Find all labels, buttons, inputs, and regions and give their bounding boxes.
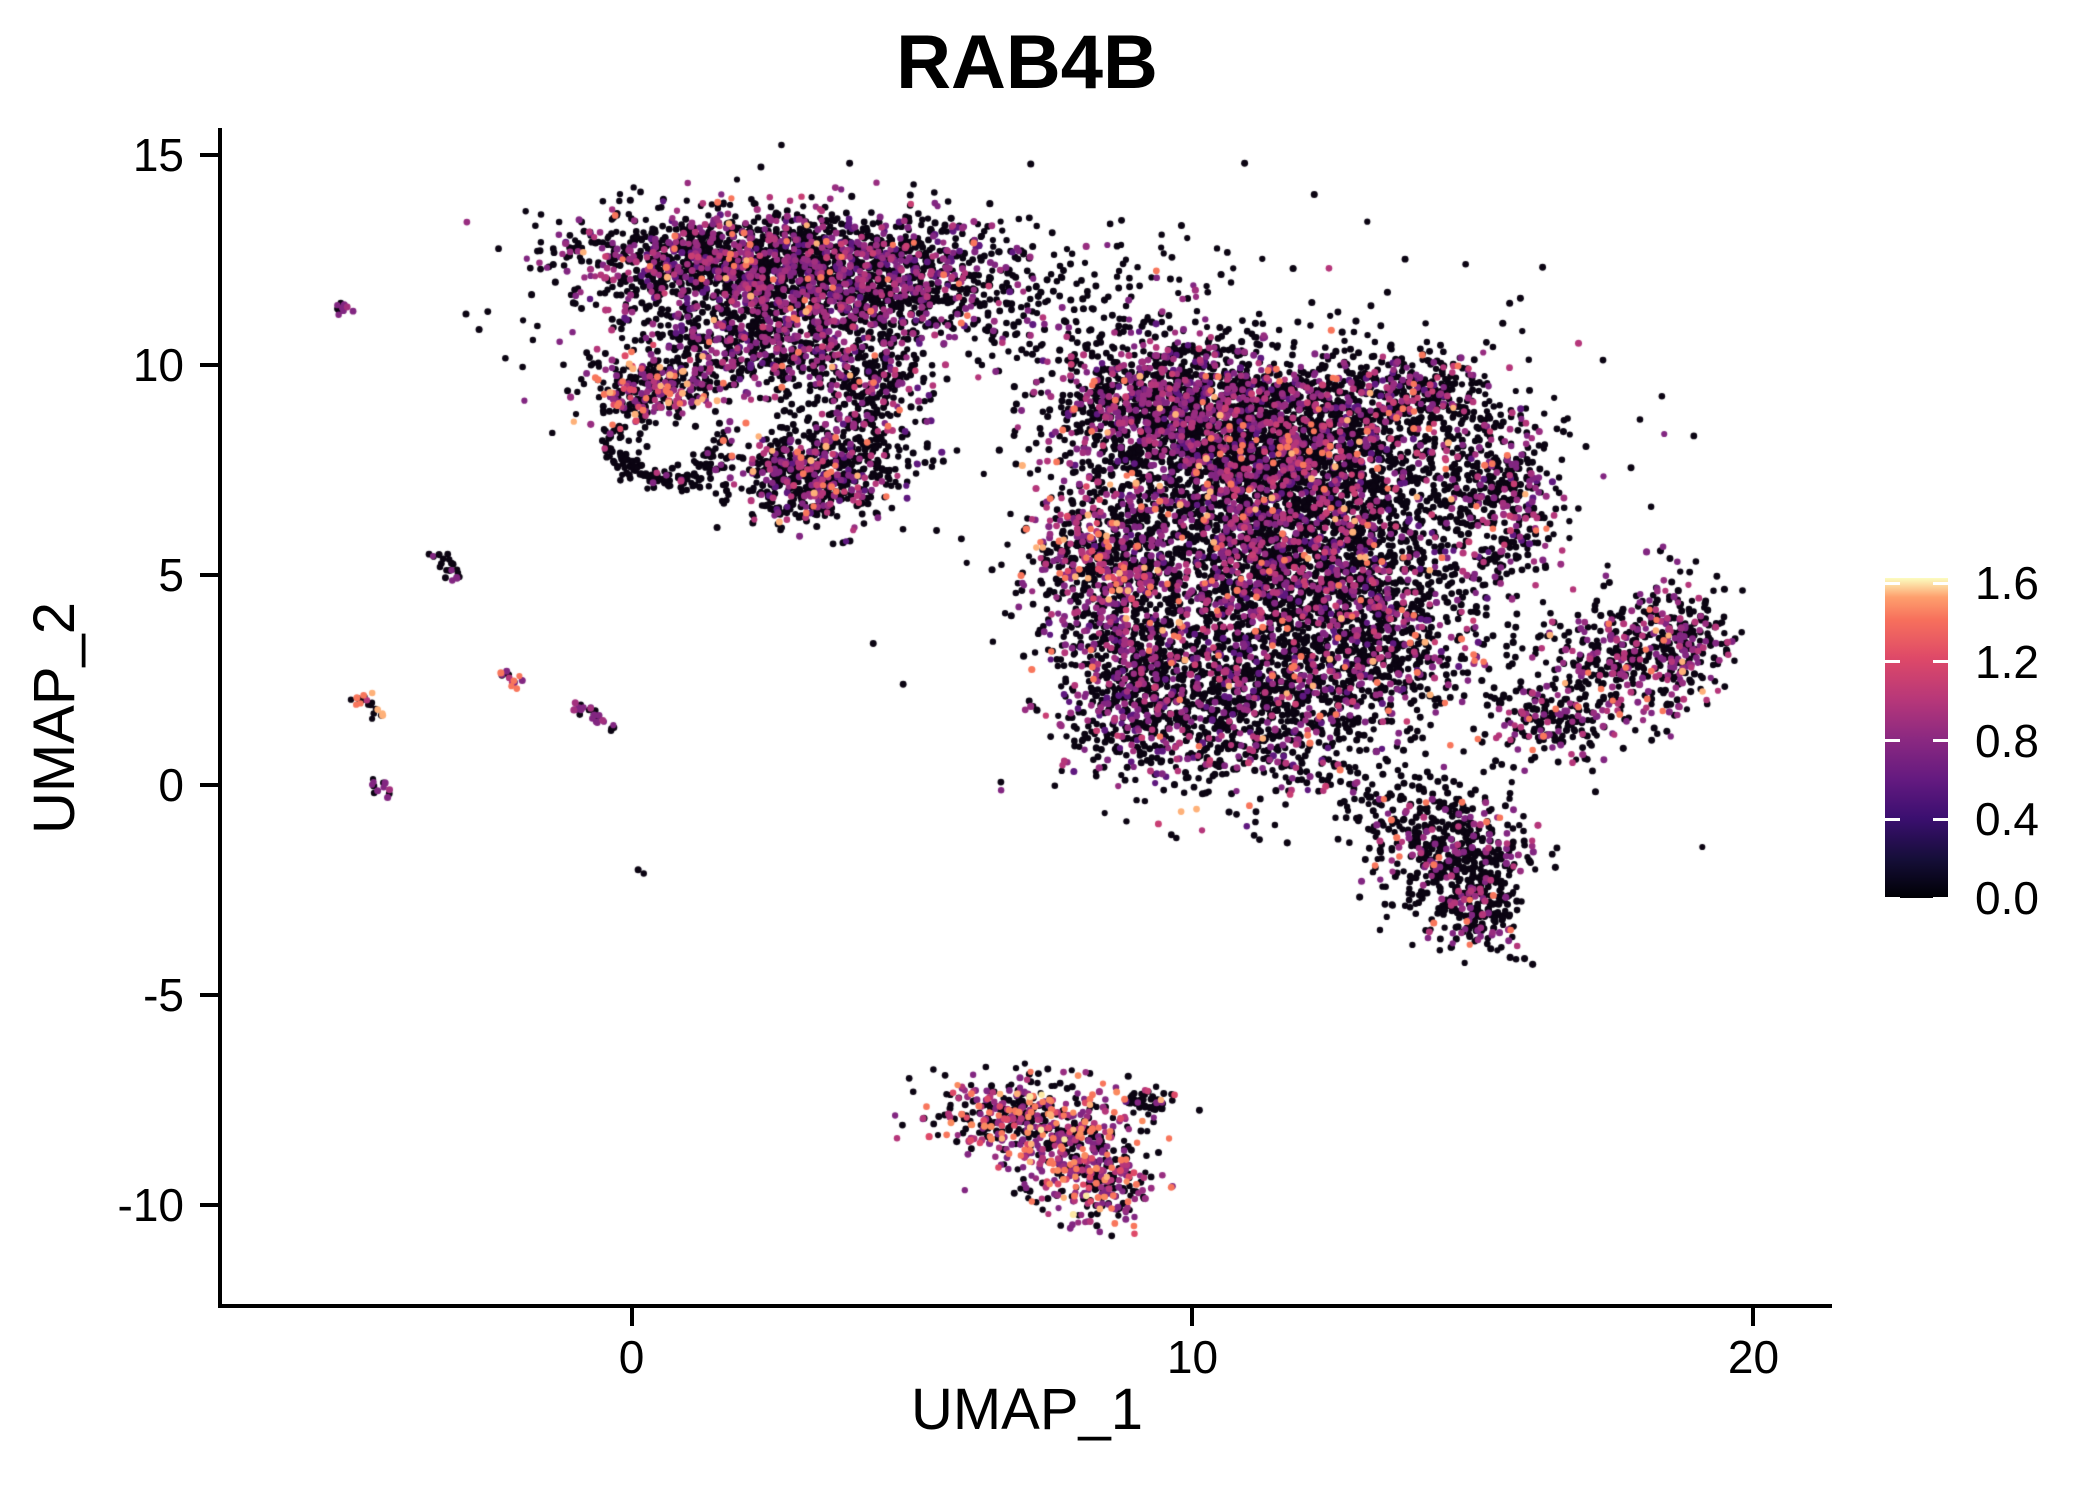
y-axis-line [218,128,222,1308]
colorbar-tick-mark [1885,581,1900,585]
y-tick-mark [200,573,218,578]
y-tick-label: -10 [117,1179,184,1232]
colorbar-tick-label: 1.6 [1975,557,2039,610]
y-tick-mark [200,1203,218,1208]
colorbar-tick-mark [1933,660,1948,664]
colorbar-gradient [1885,578,1948,898]
x-tick-label: 20 [1727,1331,1780,1383]
y-tick-label: 15 [132,129,184,182]
y-tick-mark [200,993,218,998]
colorbar-tick-mark [1933,817,1948,821]
colorbar-tick-mark [1885,896,1900,900]
colorbar-tick-label: 1.2 [1975,635,2039,688]
plot-title: RAB4B [896,20,1158,105]
x-tick-mark [629,1308,634,1326]
y-axis-title: UMAP_2 [22,601,87,835]
y-tick-mark [200,783,218,788]
x-axis-line [218,1304,1832,1308]
x-tick-mark [1751,1308,1756,1326]
colorbar-tick-label: 0.8 [1975,714,2039,767]
colorbar-tick-label: 0.4 [1975,793,2039,846]
y-tick-label: 0 [158,759,184,812]
y-tick-mark [200,363,218,368]
x-axis-title: UMAP_1 [910,1377,1144,1442]
x-tick-label: 0 [618,1331,645,1383]
y-tick-label: -5 [143,969,184,1022]
colorbar-tick-mark [1933,896,1948,900]
colorbar-tick-mark [1933,581,1948,585]
y-tick-label: 10 [132,339,184,392]
y-tick-mark [200,153,218,158]
colorbar-tick-mark [1885,739,1900,743]
y-tick-label: 5 [158,549,184,602]
colorbar-tick-mark [1933,739,1948,743]
colorbar-tick-mark [1885,660,1900,664]
x-tick-label: 10 [1166,1331,1219,1383]
x-tick-mark [1190,1308,1195,1326]
colorbar-tick-label: 0.0 [1975,872,2039,924]
colorbar-tick-mark [1885,817,1900,821]
